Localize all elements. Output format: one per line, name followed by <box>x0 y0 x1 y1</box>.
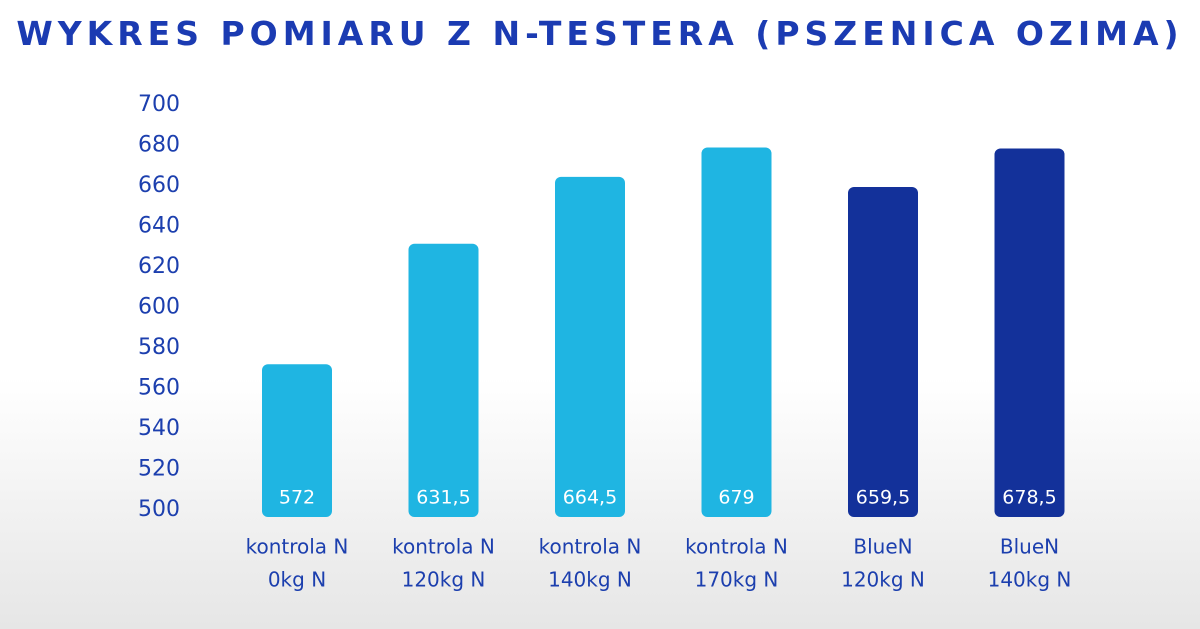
bar <box>555 176 625 517</box>
y-tick-label: 540 <box>138 416 180 441</box>
bar-value-label: 631,5 <box>416 487 470 509</box>
x-category-label: 140kg N <box>988 568 1072 592</box>
x-category-label: BlueN <box>853 535 912 559</box>
y-tick-label: 680 <box>138 133 180 158</box>
y-tick-label: 660 <box>138 173 180 198</box>
x-category-label: 0kg N <box>268 568 326 592</box>
x-category-label: 170kg N <box>695 568 779 592</box>
bar-value-label: 678,5 <box>1002 487 1056 509</box>
x-category-label: kontrola N <box>685 535 788 559</box>
bar <box>701 147 772 517</box>
x-category-label: kontrola N <box>246 535 349 559</box>
bar <box>262 364 332 517</box>
bar-value-label: 664,5 <box>563 487 617 509</box>
y-tick-label: 640 <box>138 214 180 239</box>
bar <box>848 187 918 517</box>
y-tick-label: 520 <box>138 457 180 482</box>
x-category-label: 120kg N <box>841 568 925 592</box>
x-category-label: 140kg N <box>548 568 632 592</box>
x-axis: kontrola N 0kg N kontrola N 120kg N kontrola… <box>246 535 1072 592</box>
y-tick-label: 560 <box>138 376 180 401</box>
y-axis: 700 680 660 640 620 600 580 560 540 520 500 <box>138 92 180 522</box>
bar <box>994 148 1065 517</box>
bar-value-label: 679 <box>718 487 754 509</box>
y-tick-label: 620 <box>138 254 180 279</box>
y-tick-label: 580 <box>138 335 180 360</box>
bar-value-label: 572 <box>279 487 315 509</box>
y-tick-label: 700 <box>138 92 180 117</box>
x-category-label: 120kg N <box>402 568 486 592</box>
x-category-label: kontrola N <box>539 535 642 559</box>
bar-value-label: 659,5 <box>856 487 910 509</box>
x-category-label: kontrola N <box>392 535 495 559</box>
chart-title: WYKRES POMIARU Z N-TESTERA (PSZENICA OZI… <box>16 14 1184 53</box>
bar <box>408 243 479 517</box>
x-category-label: BlueN <box>1000 535 1059 559</box>
y-tick-label: 500 <box>138 497 180 522</box>
y-tick-label: 600 <box>138 295 180 320</box>
bars: 572 631,5 664,5 679 659,5 678,5 <box>262 147 1065 517</box>
